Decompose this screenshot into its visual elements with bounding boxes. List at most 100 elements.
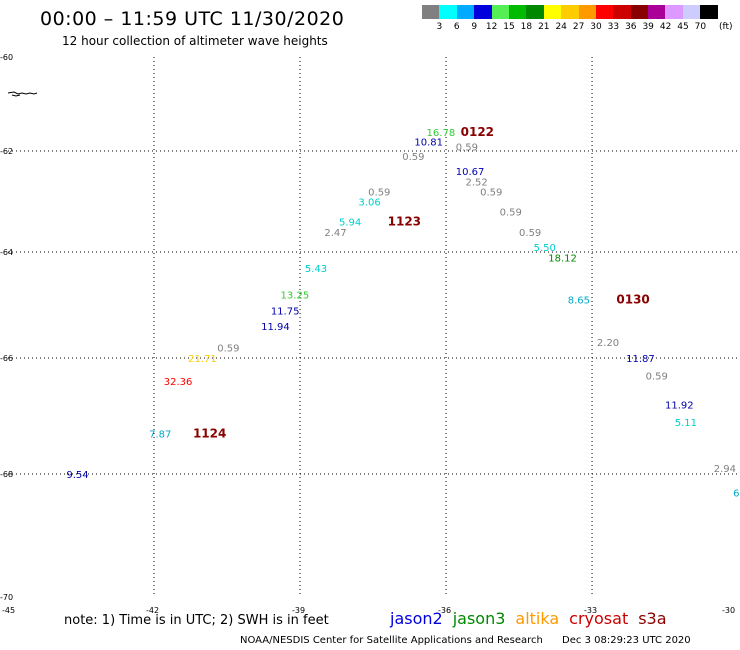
wave-height-label: 13.25 [281, 290, 310, 301]
legend-swatch [630, 5, 649, 19]
page-subtitle: 12 hour collection of altimeter wave hei… [62, 34, 328, 48]
footer-note: note: 1) Time is in UTC; 2) SWH is in fe… [64, 613, 329, 628]
wave-height-label: 6. [733, 488, 740, 499]
wave-height-label: 5.11 [675, 418, 697, 429]
wave-height-label: 2.94 [714, 464, 736, 475]
legend-swatch [595, 5, 614, 19]
wave-height-label: 10.81 [414, 138, 443, 149]
wave-height-label: 2.47 [324, 228, 346, 239]
wave-height-label: 0.59 [368, 187, 390, 198]
legend-swatch [526, 5, 544, 19]
satellite-s3a: s3a [638, 609, 667, 628]
wave-height-label: 21.71 [188, 354, 217, 365]
legend-tick-label: 27 [572, 22, 585, 32]
wave-height-label: 7.87 [149, 429, 171, 440]
lon-tick-label: -45 [2, 606, 15, 615]
wave-height-label: 16.78 [427, 128, 456, 139]
wave-height-label: 9.54 [66, 470, 88, 481]
legend-swatch [543, 5, 562, 19]
wave-height-label: 0.59 [646, 371, 668, 382]
legend-tick-label: 33 [607, 22, 620, 32]
wave-height-label: 0.59 [480, 187, 502, 198]
wave-height-label: 8.65 [568, 296, 590, 307]
legend-swatch [439, 5, 457, 19]
coastline-fragment [7, 91, 38, 97]
legend-tick-label: 45 [677, 22, 689, 32]
legend-swatch [700, 5, 718, 19]
legend-tick-label: 21 [538, 22, 550, 32]
credit-text: NOAA/NESDIS Center for Satellite Applica… [240, 635, 543, 646]
wave-height-label: 0.59 [456, 142, 478, 153]
wave-height-label: 11.75 [271, 306, 300, 317]
legend-tick-label: 24 [555, 22, 567, 32]
satellite-legend: jason2 jason3 altika cryosat s3a [390, 609, 677, 628]
legend-unit: (ft) [719, 22, 733, 32]
legend-swatch [422, 5, 440, 19]
legend-tick-label: 18 [520, 22, 533, 32]
color-legend [422, 5, 718, 19]
wave-height-label: 10.67 [456, 167, 485, 178]
lon-tick-label: -33 [584, 606, 597, 615]
legend-tick-label: 6 [453, 22, 460, 32]
legend-swatch [508, 5, 527, 19]
satellite-jason2: jason2 [390, 609, 443, 628]
legend-tick-label: 9 [471, 22, 478, 32]
legend-tick-label: 36 [625, 22, 637, 32]
page-title: 00:00 – 11:59 UTC 11/30/2020 [40, 8, 345, 30]
satellite-altika: altika [515, 609, 560, 628]
wave-height-label: 0.59 [217, 343, 239, 354]
legend-swatch [613, 5, 631, 19]
generated-timestamp: Dec 3 08:29:23 UTC 2020 [562, 635, 691, 646]
legend-tick-label: 3 [436, 22, 443, 32]
legend-swatch [648, 5, 666, 19]
legend-ticks: 3 6 9 12 15 18 21 24 27 30 33 36 39 42 45 70 [422, 22, 740, 34]
axis-tick-labels: -45 -42 -39 -36 -33 -30 -60 -62 -64 -66 -68 -70 [0, 53, 735, 615]
lon-tick-label: -42 [146, 606, 159, 615]
lat-tick-label: -66 [0, 354, 13, 363]
graticule-lines [8, 57, 740, 597]
legend-tick-label: 30 [590, 22, 602, 32]
wave-height-label: 11.92 [665, 400, 694, 411]
wave-height-label: 5.43 [305, 264, 327, 275]
wave-height-label: 32.36 [164, 377, 193, 388]
wave-height-label: 3.06 [358, 198, 380, 209]
lat-tick-label: -70 [0, 593, 13, 602]
wave-height-label: 2.52 [465, 177, 487, 188]
legend-tick-label: 15 [503, 22, 515, 32]
legend-swatch [474, 5, 492, 19]
wave-height-label: 5.94 [339, 218, 361, 229]
lon-tick-label: -39 [292, 606, 305, 615]
time-label: 0130 [616, 293, 649, 307]
wave-height-label: 0.59 [519, 228, 541, 239]
legend-tick-label: 39 [642, 22, 654, 32]
wave-height-label: 0.59 [500, 208, 522, 219]
legend-swatch [578, 5, 596, 19]
wave-height-label: 2.20 [597, 338, 619, 349]
satellite-jason3: jason3 [452, 609, 506, 628]
lat-tick-label: -62 [0, 147, 13, 156]
wave-height-label: 5.50 [534, 243, 556, 254]
lon-tick-label: -30 [722, 606, 735, 615]
time-label: 1123 [388, 215, 421, 229]
legend-swatch [665, 5, 683, 19]
footer-credit: NOAA/NESDIS Center for Satellite Applica… [240, 635, 691, 646]
lon-tick-label: -36 [438, 606, 451, 615]
legend-tick-label: 70 [694, 22, 707, 32]
legend-swatch [682, 5, 701, 19]
legend-tick-label: 12 [485, 22, 498, 32]
time-label: 0122 [461, 125, 494, 139]
legend-swatch [491, 5, 509, 19]
time-label: 1124 [193, 426, 226, 440]
wave-height-label: 11.87 [626, 354, 655, 365]
wave-height-label: 0.59 [402, 152, 424, 163]
lat-tick-label: -68 [0, 470, 13, 479]
lat-tick-label: -60 [0, 53, 13, 62]
legend-tick-label: 42 [659, 22, 672, 32]
legend-swatch [561, 5, 579, 19]
wave-height-label: 11.94 [261, 322, 290, 333]
satellite-cryosat: cryosat [569, 609, 629, 628]
wave-height-label: 18.12 [548, 253, 577, 264]
